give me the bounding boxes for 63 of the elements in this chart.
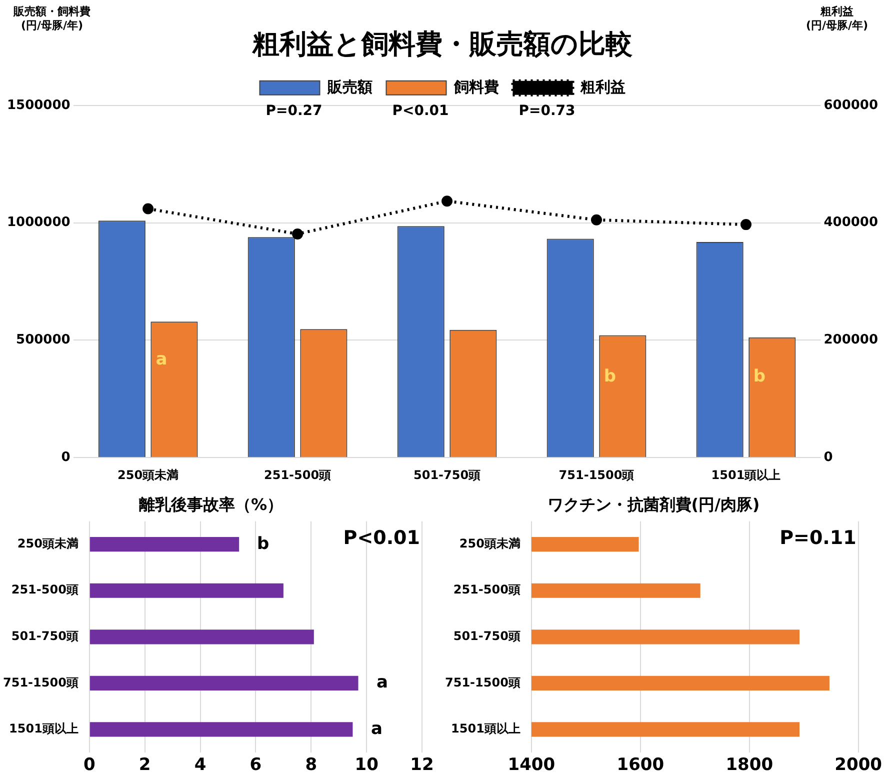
chart-title: ワクチン・抗菌剤費(円/肉豚) — [547, 494, 760, 514]
y-tick-label: 251-500頭 — [453, 582, 520, 597]
x-tick-label: 0 — [84, 755, 96, 776]
x-tick-label: 251-500頭 — [264, 468, 332, 482]
x-tick-label: 751-1500頭 — [558, 468, 634, 482]
x-tick-label: 10 — [354, 755, 379, 776]
legend-label: 粗利益 — [579, 78, 626, 96]
x-tick-label: 1600 — [616, 755, 664, 776]
chart-title: 粗利益と飼料費・販売額の比較 — [252, 29, 634, 60]
y2-tick-label: 200000 — [824, 332, 878, 348]
x-tick-label: 250頭未満 — [118, 468, 179, 482]
y-tick-label: 250頭未満 — [459, 536, 520, 550]
y-tick-label: 251-500頭 — [11, 582, 78, 597]
point — [740, 219, 752, 230]
x-tick-label: 1800 — [726, 755, 774, 776]
y-tick-label: 751-1500頭 — [2, 675, 78, 690]
bar — [90, 676, 358, 690]
point — [442, 196, 453, 207]
annotation: P=0.27 — [266, 103, 322, 120]
x-tick-label: 6 — [250, 755, 262, 776]
point — [292, 228, 304, 240]
y-tick-label: 1501頭以上 — [9, 722, 78, 736]
x-tick-label: 2 — [138, 755, 151, 776]
bar — [90, 630, 314, 644]
bar — [90, 722, 353, 737]
y-tick-label: 501-750頭 — [453, 629, 520, 644]
y-axis-title: 販売額・飼料費 (円/母豚/年) — [12, 4, 90, 32]
x-tick-label: 2000 — [834, 755, 882, 776]
annotation: P<0.01 — [392, 103, 449, 120]
chart-title: 離乳後事故率（%） — [138, 494, 284, 514]
annotation: b — [753, 366, 766, 386]
y-tick-label: 0 — [61, 450, 70, 465]
bar — [90, 583, 284, 598]
y-tick-label: 751-1500頭 — [444, 675, 520, 690]
legend-label: 販売額 — [326, 78, 372, 96]
x-tick-label: 1400 — [508, 755, 556, 776]
annotation: P<0.01 — [343, 527, 420, 550]
y-tick-label: 1000000 — [6, 215, 70, 230]
annotation: a — [370, 718, 382, 739]
y2-tick-label: 600000 — [824, 98, 878, 113]
point — [591, 214, 602, 226]
x-tick-label: 8 — [305, 755, 318, 776]
y2-tick-label: 0 — [824, 450, 833, 465]
y-tick-label: 1500000 — [6, 98, 70, 113]
y-tick-label: 501-750頭 — [11, 629, 78, 644]
point — [142, 203, 154, 214]
annotation: P=0.73 — [518, 103, 576, 120]
y-tick-label: 250頭未満 — [17, 536, 78, 550]
y2-tick-label: 400000 — [824, 215, 878, 230]
bar — [90, 537, 240, 552]
annotation: P=0.11 — [780, 527, 856, 550]
x-tick-label: 4 — [194, 755, 206, 776]
x-tick-label: 501-750頭 — [413, 468, 481, 482]
annotation: a — [376, 672, 388, 693]
x-tick-label: 12 — [410, 755, 434, 776]
annotation: b — [604, 366, 616, 386]
y2-axis-title: 粗利益 (円/母豚/年) — [806, 4, 868, 32]
y-tick-label: 500000 — [16, 332, 70, 348]
annotation: b — [257, 534, 270, 554]
annotation: a — [156, 349, 168, 370]
y-tick-label: 1501頭以上 — [451, 722, 520, 736]
legend-label: 飼料費 — [452, 78, 499, 96]
x-tick-label: 1501頭以上 — [711, 468, 781, 482]
